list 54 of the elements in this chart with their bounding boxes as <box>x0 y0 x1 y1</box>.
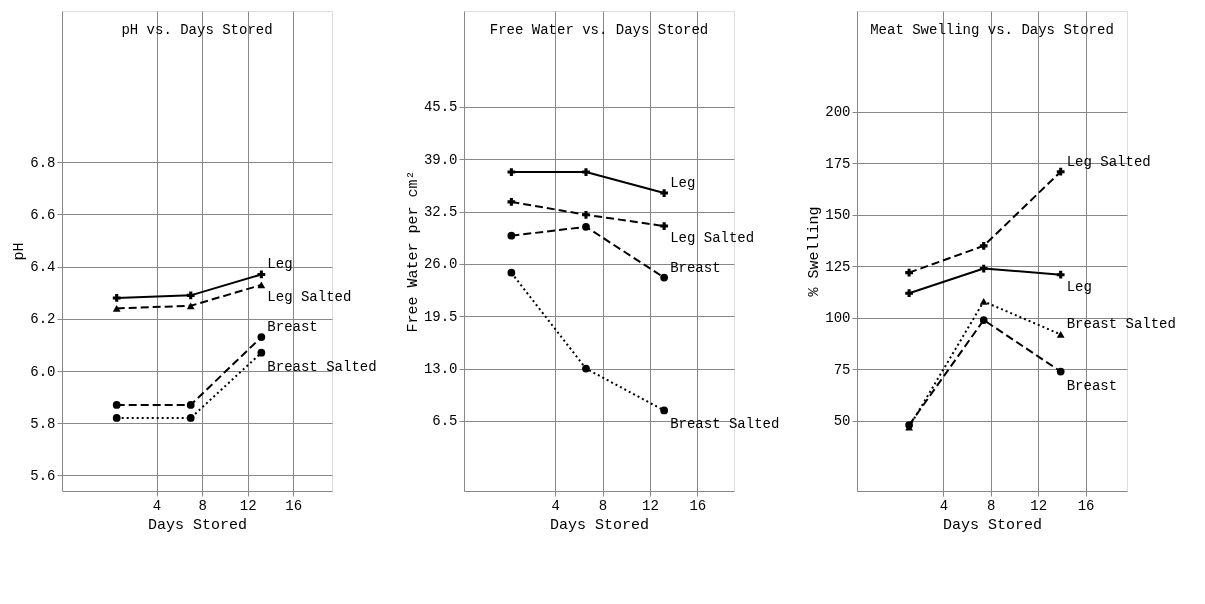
series-label: Leg <box>670 175 696 192</box>
x-tick-label: 16 <box>689 497 707 514</box>
y-tick-label: 6.4 <box>30 259 56 276</box>
x-tick-label: 8 <box>598 497 608 514</box>
x-tick-label: 4 <box>152 497 162 514</box>
y-tick-label: 32.5 <box>423 204 458 221</box>
y-tick-label: 6.0 <box>30 363 56 380</box>
x-tick-label: 12 <box>1030 497 1048 514</box>
y-tick-label: 200 <box>825 104 851 121</box>
y-axis-title: % Swelling <box>806 206 824 297</box>
text: Meat Swelling vs. Days Stored <box>870 22 1114 38</box>
y-tick-label: 75 <box>833 361 851 378</box>
x-tick-label: 16 <box>1077 497 1095 514</box>
y-tick-label: 19.5 <box>423 308 458 325</box>
series-label: Leg <box>1066 278 1092 295</box>
x-tick-label: 12 <box>642 497 659 514</box>
series-label: Breast <box>670 259 721 276</box>
y-tick-label: 5.8 <box>30 415 56 432</box>
text: pH vs. Days Stored <box>121 22 273 38</box>
y-tick-label: 100 <box>825 310 851 327</box>
y-tick-label: 6.8 <box>30 154 56 171</box>
x-tick-label: 4 <box>551 497 560 514</box>
series-label: Breast Salted <box>1066 316 1176 333</box>
x-tick-label: 8 <box>198 497 207 514</box>
series-label: Breast <box>267 319 318 336</box>
y-axis-title: Free Water per cm² <box>404 170 422 333</box>
y-axis-title: pH <box>11 242 29 261</box>
series-label: Leg Salted <box>267 288 352 305</box>
x-tick-label: 12 <box>239 497 257 514</box>
y-tick-label: 45.5 <box>423 99 458 116</box>
y-tick-label: 26.0 <box>423 256 458 273</box>
x-tick-label: 16 <box>285 497 303 514</box>
y-tick-label: 150 <box>825 207 851 224</box>
x-tick-label: 4 <box>939 497 949 514</box>
y-tick-label: 13.0 <box>423 361 458 378</box>
x-axis-title: Days Stored <box>147 516 248 534</box>
text: Free Water vs. Days Stored <box>489 22 709 38</box>
y-tick-label: 175 <box>825 155 851 172</box>
series-label: Leg Salted <box>670 230 755 247</box>
x-axis-title: Days Stored <box>942 516 1043 534</box>
y-tick-label: 5.6 <box>30 467 56 484</box>
series-label: Breast Salted <box>267 358 377 375</box>
y-tick-label: 6.5 <box>432 413 458 430</box>
y-tick-label: 125 <box>825 258 851 275</box>
y-tick-label: 50 <box>833 413 851 430</box>
series-label: Breast Salted <box>670 416 780 433</box>
y-tick-label: 39.0 <box>423 151 458 168</box>
x-axis-title: Days Stored <box>549 516 650 534</box>
y-tick-label: 6.6 <box>30 206 56 223</box>
y-tick-label: 6.2 <box>30 311 56 328</box>
series-label: Breast <box>1066 377 1118 394</box>
series-label: Leg <box>267 256 293 273</box>
series-label: Leg Salted <box>1066 153 1151 170</box>
x-tick-label: 8 <box>987 497 996 514</box>
